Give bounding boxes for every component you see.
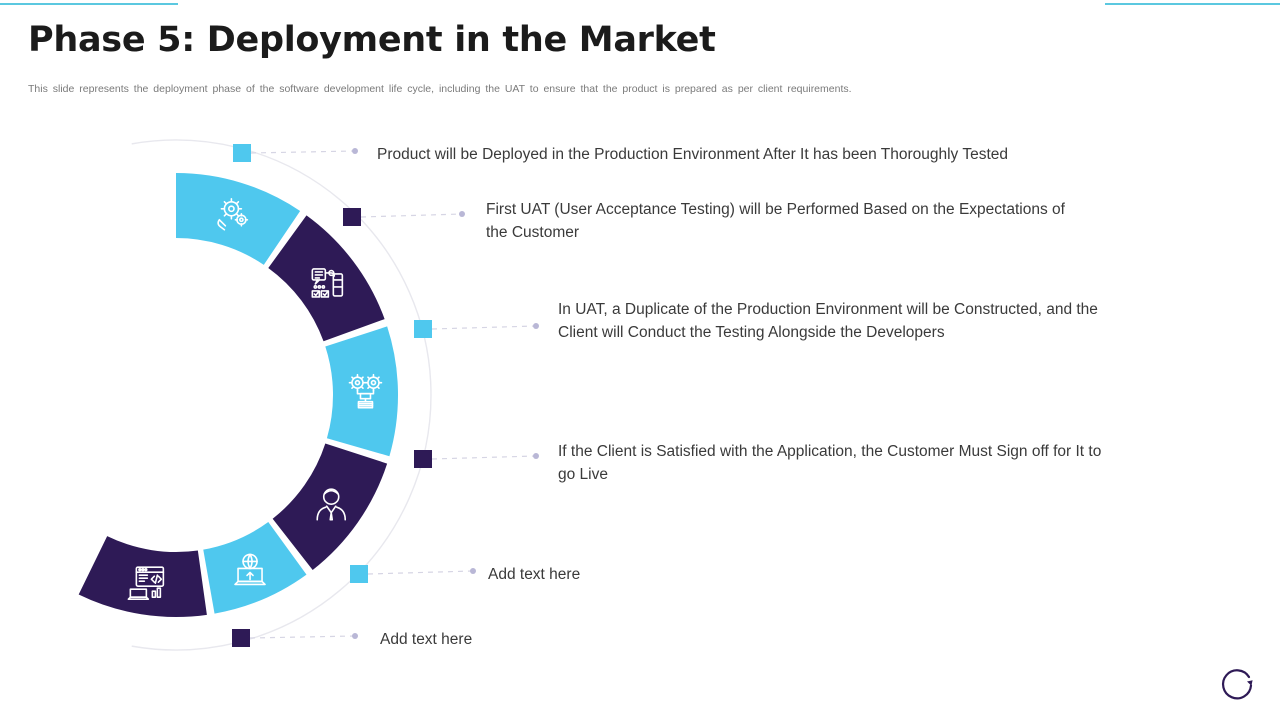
gear-cluster-icon (348, 373, 383, 409)
code-monitor-segment[interactable] (78, 536, 207, 618)
callout-text-callout-4: If the Client is Satisfied with the Appl… (558, 443, 1102, 483)
top-rule-right (1105, 3, 1280, 5)
callout-text-callout-3: In UAT, a Duplicate of the Production En… (558, 301, 1098, 341)
connector-line (367, 570, 474, 575)
connector-dot-callout-5 (470, 568, 476, 574)
connector-dot-callout-2 (459, 211, 465, 217)
gear-hand-icon (217, 197, 249, 231)
connector-line (431, 455, 537, 460)
laptop-upload-icon (234, 553, 266, 586)
connector-marker-callout-2[interactable] (343, 208, 361, 226)
code-monitor-icon (127, 566, 165, 600)
circular-arrow-logo-icon (1221, 669, 1253, 700)
callout-text-callout-6: Add text here (380, 631, 473, 648)
callout-text-callout-2: First UAT (User Acceptance Testing) will… (486, 201, 1065, 241)
connector-marker-callout-3[interactable] (414, 320, 432, 338)
connector-dot-callout-3 (533, 323, 539, 329)
checklist-server-segment[interactable] (268, 215, 385, 342)
connector-marker-callout-4[interactable] (414, 450, 432, 468)
callout-text-callout-5: Add text here (488, 566, 581, 583)
connector-marker-callout-1[interactable] (233, 144, 251, 162)
top-rule-left (0, 3, 178, 5)
page-title: Phase 5: Deployment in the Market (28, 20, 716, 60)
user-person-segment[interactable] (272, 443, 388, 570)
connector-dot-callout-1 (352, 148, 358, 154)
checklist-server-icon (311, 268, 344, 298)
gear-cluster-segment[interactable] (325, 326, 398, 457)
connector-dot-callout-4 (533, 453, 539, 459)
page-subtitle: This slide represents the deployment pha… (28, 83, 852, 95)
callout-text-callout-1: Product will be Deployed in the Producti… (377, 146, 1008, 163)
connector-dot-callout-6 (352, 633, 358, 639)
connector-line (249, 635, 356, 639)
connector-marker-callout-6[interactable] (232, 629, 250, 647)
connector-line (250, 150, 356, 154)
donut-guide-arc (131, 139, 432, 651)
connector-marker-callout-5[interactable] (350, 565, 368, 583)
gear-hand-segment[interactable] (176, 173, 301, 265)
connector-line (431, 325, 537, 330)
connector-line (360, 213, 463, 218)
user-person-icon (316, 488, 347, 521)
